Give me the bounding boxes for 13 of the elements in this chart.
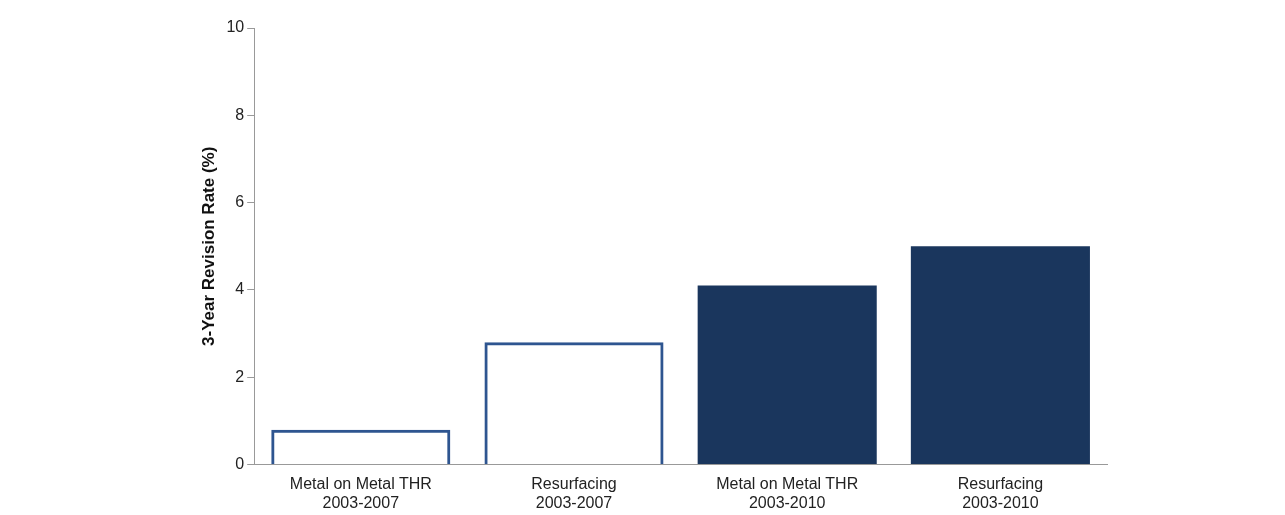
x-tick-label: Resurfacing 2003-2007 (531, 474, 617, 511)
y-tick-label: 0 (235, 455, 245, 473)
x-tick-label: Metal on Metal THR 2003-2010 (716, 474, 859, 511)
bar (910, 246, 1090, 465)
x-tick-label: Metal on Metal THR 2003-2007 (289, 474, 432, 511)
bar (697, 285, 877, 465)
y-axis-title: 3-Year Revision Rate (%) (198, 146, 218, 346)
x-tick-label: Resurfacing 2003-2010 (957, 474, 1044, 511)
y-tick-label: 6 (235, 193, 245, 211)
y-tick-label: 4 (235, 280, 245, 298)
y-tick-label: 2 (235, 367, 245, 385)
y-tick-label: 10 (226, 18, 245, 36)
y-tick-label: 8 (235, 105, 245, 123)
